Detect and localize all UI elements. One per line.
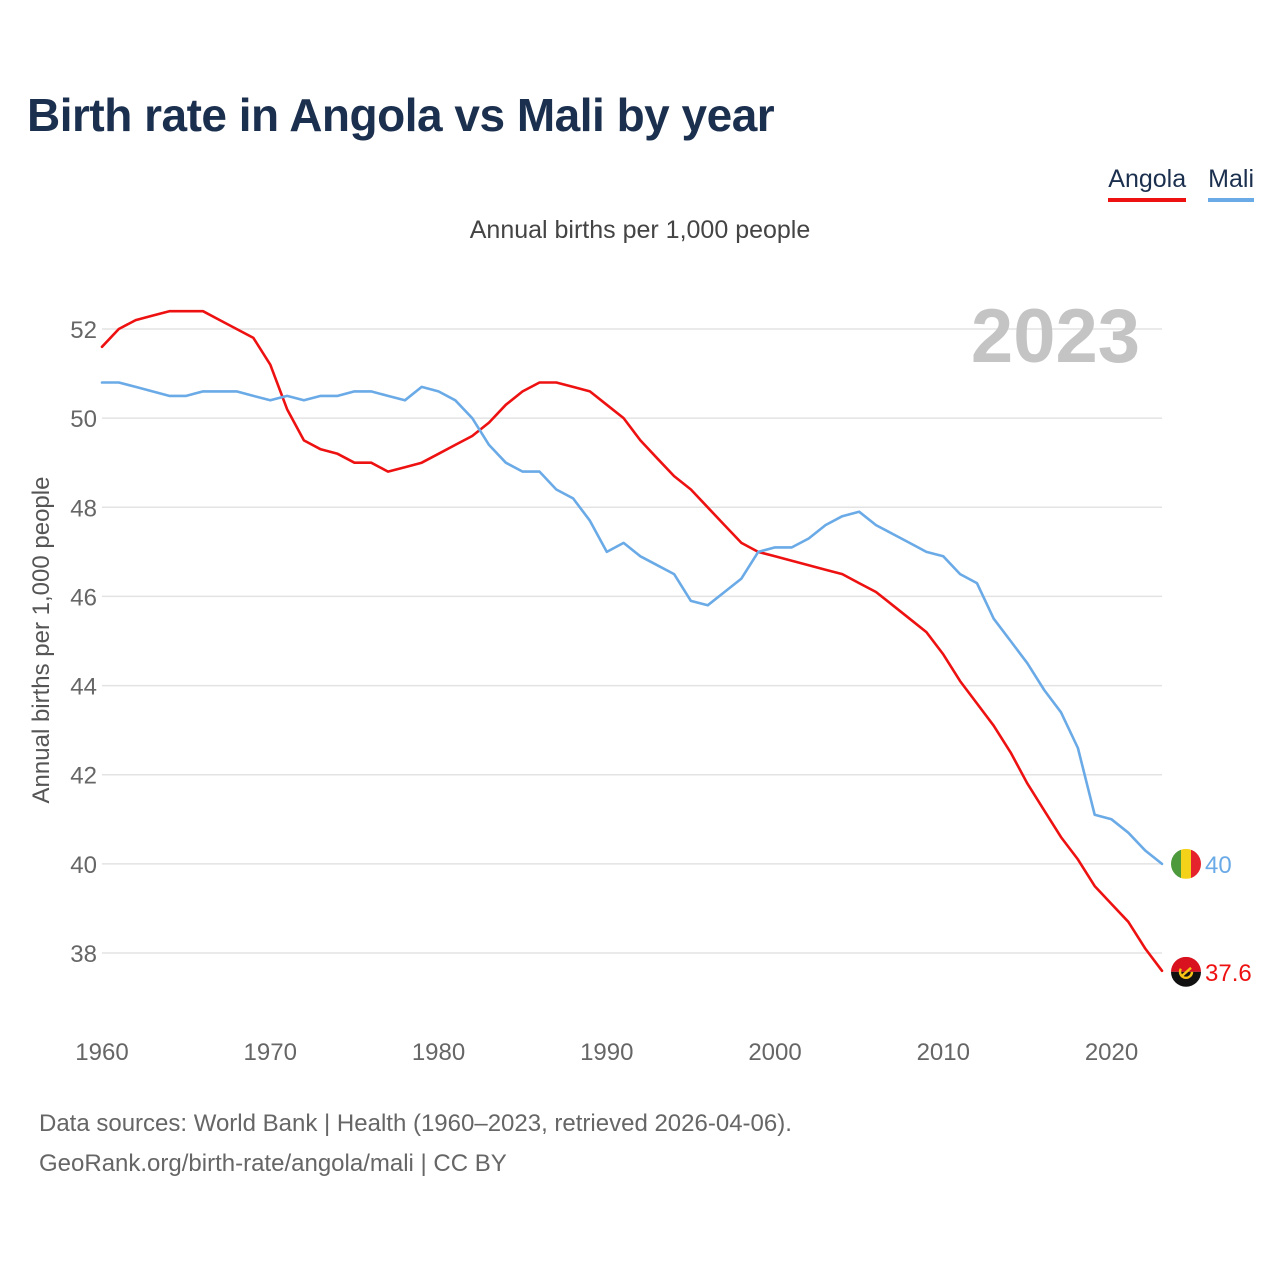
angola-flag-icon [1171,956,1201,987]
y-tick-label: 50 [70,406,97,433]
end-value-label-mali: 40 [1205,852,1232,879]
x-tick-label: 1960 [75,1039,128,1066]
end-markers: 37.6 40 [1171,848,1252,987]
x-tick-label: 2020 [1085,1039,1138,1066]
y-tick-label: 52 [70,317,97,344]
y-tick-label: 48 [70,495,97,522]
series-line-mali[interactable] [100,381,1164,866]
x-tick-label: 2000 [748,1039,801,1066]
x-tick-label: 1980 [412,1039,465,1066]
y-tick-label: 44 [70,674,97,701]
series-lines [100,309,1164,973]
grid-lines [102,328,1162,954]
y-tick-label: 42 [70,763,97,790]
y-tick-label: 46 [70,584,97,611]
source-note: Data sources: World Bank | Health (1960–… [39,1110,792,1137]
chart-title: Birth rate in Angola vs Mali by year [27,89,775,141]
y-tick-labels: 38 40 42 44 46 48 50 52 [70,317,97,968]
legend: Angola Mali [1108,165,1254,202]
end-value-label-angola: 37.6 [1205,960,1252,987]
legend-item-mali[interactable]: Mali [1208,165,1254,202]
footer: Data sources: World Bank | Health (1960–… [39,1104,792,1184]
x-tick-labels: 1960 1970 1980 1990 2000 2010 2020 [75,1039,1138,1066]
attribution-note[interactable]: GeoRank.org/birth-rate/angola/mali | CC … [39,1150,507,1177]
chart-subtitle: Annual births per 1,000 people [469,216,811,244]
x-tick-label: 1970 [244,1039,297,1066]
x-tick-label: 2010 [917,1039,970,1066]
y-tick-label: 40 [70,852,97,879]
x-tick-label: 1990 [580,1039,633,1066]
y-tick-label: 38 [70,941,97,968]
year-watermark: 2023 [971,294,1140,379]
series-line-angola[interactable] [100,309,1164,973]
legend-item-angola[interactable]: Angola [1108,165,1187,202]
mali-flag-icon [1171,848,1201,879]
